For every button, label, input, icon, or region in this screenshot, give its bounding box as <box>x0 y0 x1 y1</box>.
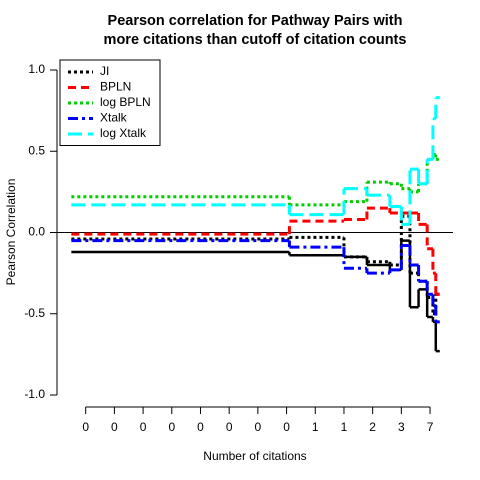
x-tick-label: 0 <box>168 420 175 434</box>
chart-title: Pearson correlation for Pathway Pairs wi… <box>108 13 403 29</box>
legend-label: BPLN <box>100 80 131 94</box>
x-tick-label: 0 <box>140 420 147 434</box>
x-tick-label: 0 <box>255 420 262 434</box>
legend-label: JI <box>100 64 109 78</box>
x-tick-label: 1 <box>341 420 348 434</box>
x-tick-label: 1 <box>312 420 319 434</box>
x-tick-label: 0 <box>197 420 204 434</box>
x-tick-label: 0 <box>111 420 118 434</box>
x-tick-label: 0 <box>226 420 233 434</box>
legend-label: log BPLN <box>100 95 151 109</box>
y-tick-label: 0.5 <box>28 143 45 157</box>
x-tick-label: 0 <box>82 420 89 434</box>
y-tick-label: 0.0 <box>28 225 45 239</box>
legend-label: log Xtalk <box>100 126 147 140</box>
x-axis-label: Number of citations <box>203 449 306 463</box>
legend-label: Xtalk <box>100 111 128 125</box>
x-tick-label: 7 <box>427 420 434 434</box>
y-tick-label: 1.0 <box>28 62 45 76</box>
y-axis-label: Pearson Correlation <box>4 179 18 286</box>
y-tick-label: -1.0 <box>24 387 45 401</box>
x-tick-label: 0 <box>283 420 290 434</box>
x-tick-label: 2 <box>369 420 376 434</box>
y-tick-label: -0.5 <box>24 306 45 320</box>
chart-title: more citations than cutoff of citation c… <box>104 32 407 48</box>
x-tick-label: 3 <box>398 420 405 434</box>
